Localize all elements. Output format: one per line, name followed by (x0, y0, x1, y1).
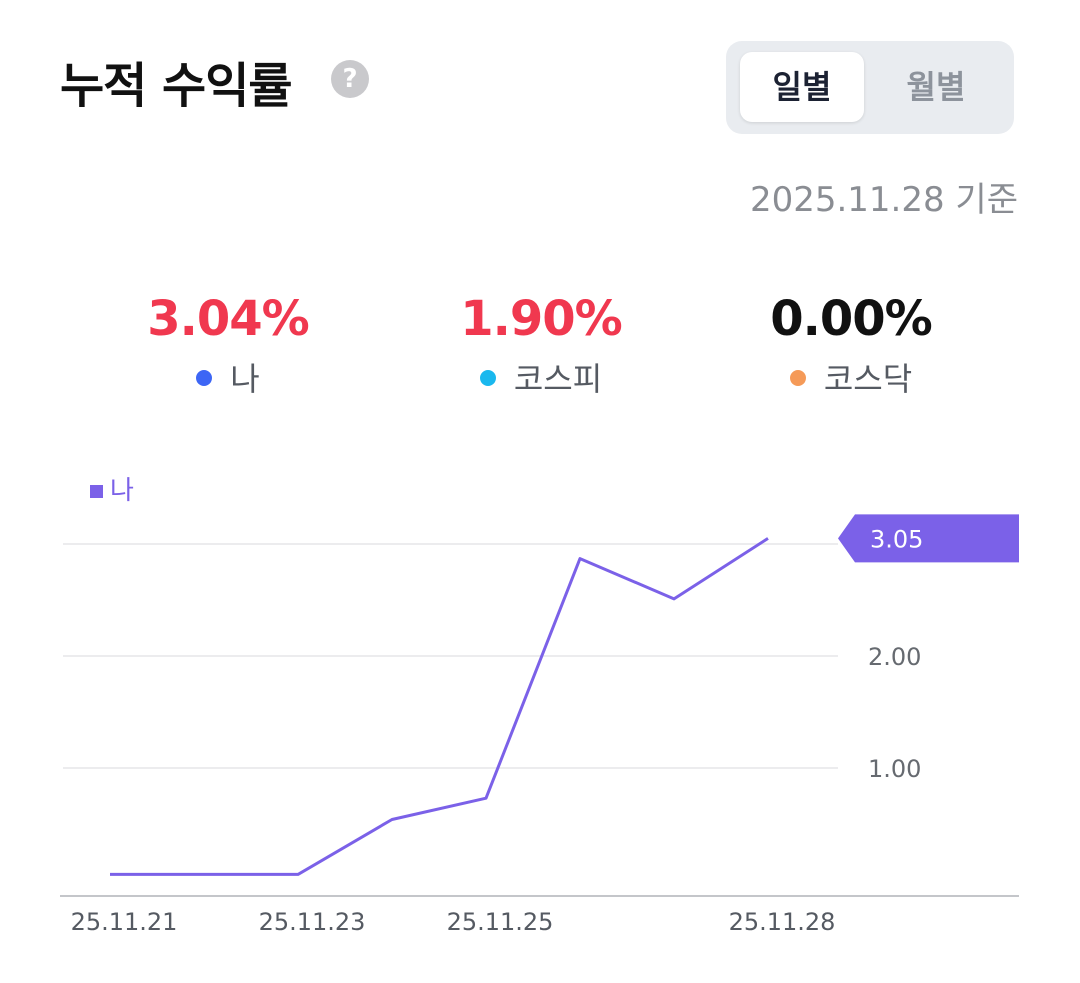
legend-dot-icon (196, 370, 213, 386)
x-tick-label: 25.11.28 (729, 908, 836, 936)
summary-me: 3.04% 나 (78, 288, 378, 400)
current-value-label: 3.05 (870, 525, 923, 553)
legend-dot-icon (789, 370, 806, 386)
as-of-date: 2025.11.28 기준 (749, 180, 1018, 220)
summary-label-row: 나 (78, 358, 378, 400)
legend-label: 나 (110, 476, 134, 506)
y-tick-label: 2.00 (868, 643, 921, 671)
page-title: 누적 수익률 (60, 58, 293, 114)
series-line (110, 537, 769, 876)
monthly-tab[interactable]: 월별 (906, 68, 966, 106)
daily-tab[interactable]: 일별 (740, 52, 864, 122)
summary-kosdaq: 0.00% 코스닥 (701, 288, 1001, 400)
summary-label: 나 (230, 360, 260, 398)
current-value-tag (838, 514, 1019, 563)
summary-label: 코스피 (513, 360, 603, 398)
x-tick-label: 25.11.23 (259, 908, 366, 936)
return-line-chart: 1.00 2.00 25.11.21 25.11.23 25.11.25 25.11.28… (60, 476, 1019, 936)
summary-label: 코스닥 (823, 360, 913, 398)
summary-kospi: 1.90% 코스피 (391, 288, 691, 400)
summary-value: 0.00% (770, 291, 933, 347)
summary-label-row: 코스닥 (701, 358, 1001, 400)
y-tick-label: 1.00 (868, 755, 921, 783)
legend-dot-icon (479, 370, 496, 386)
summary-value: 1.90% (460, 291, 623, 347)
x-tick-label: 25.11.25 (447, 908, 554, 936)
legend-swatch (90, 485, 103, 498)
summary-value: 3.04% (147, 291, 310, 347)
question-circle-icon[interactable]: ? (331, 60, 369, 98)
x-tick-label: 25.11.21 (71, 908, 178, 936)
summary-label-row: 코스피 (391, 358, 691, 400)
period-toggle: 일별 월별 (726, 41, 1014, 134)
